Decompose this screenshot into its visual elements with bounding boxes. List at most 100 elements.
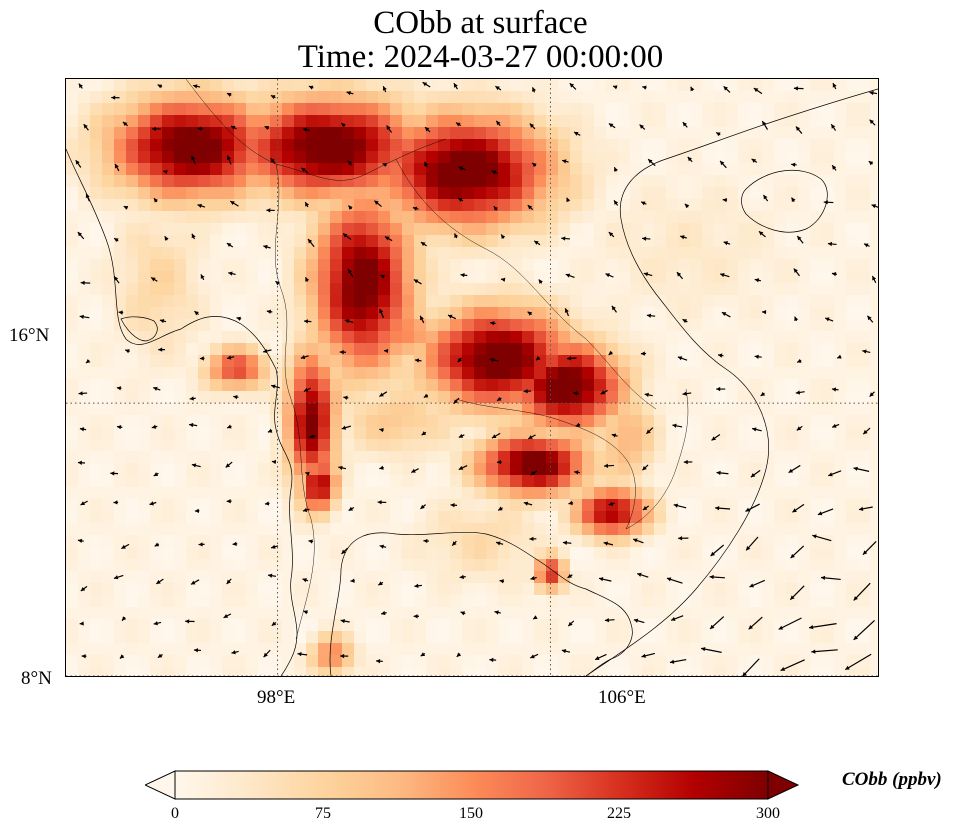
field-cell: [810, 499, 823, 512]
field-cell: [642, 391, 655, 404]
field-cell: [270, 631, 283, 644]
field-cell: [702, 91, 715, 104]
field-cell: [702, 283, 715, 296]
field-cell: [702, 415, 715, 428]
wind-vector: [869, 391, 875, 398]
field-cell: [162, 535, 175, 548]
field-cell: [318, 367, 331, 380]
field-cell: [138, 643, 151, 656]
field-cell: [318, 391, 331, 404]
field-cell: [318, 499, 331, 512]
field-cell: [822, 79, 835, 92]
field-cell: [594, 199, 607, 212]
field-cell: [114, 79, 127, 92]
field-cell: [774, 535, 787, 548]
field-cell: [486, 547, 499, 560]
field-cell: [138, 607, 151, 620]
field-cell: [678, 403, 691, 416]
field-cell: [798, 91, 811, 104]
field-cell: [798, 271, 811, 284]
field-cell: [330, 427, 343, 440]
field-cell: [522, 283, 535, 296]
field-cell: [498, 355, 511, 368]
field-cell: [318, 271, 331, 284]
field-cell: [102, 559, 115, 572]
wind-vector: [687, 156, 693, 163]
field-cell: [258, 283, 271, 296]
field-cell: [486, 631, 499, 644]
field-cell: [102, 91, 115, 104]
field-cell: [78, 511, 91, 524]
field-cell: [186, 295, 199, 308]
field-cell: [174, 535, 187, 548]
field-cell: [546, 163, 559, 176]
field-cell: [534, 439, 547, 452]
field-cell: [414, 91, 427, 104]
coastline-layer: [66, 88, 878, 676]
field-cell: [870, 535, 878, 548]
field-cell: [510, 115, 523, 128]
field-cell: [102, 619, 115, 632]
field-cell: [210, 343, 223, 356]
field-cell: [162, 271, 175, 284]
wind-vector: [603, 463, 615, 468]
field-cell: [222, 619, 235, 632]
field-cell: [246, 391, 259, 404]
field-cell: [354, 559, 367, 572]
wind-vector: [81, 654, 87, 659]
field-cell: [174, 115, 187, 128]
field-cell: [342, 439, 355, 452]
field-cell: [762, 499, 775, 512]
field-cell: [258, 139, 271, 152]
field-cell: [486, 247, 499, 260]
field-cell: [258, 631, 271, 644]
field-cell: [234, 175, 247, 188]
field-cell: [330, 139, 343, 152]
field-cell: [66, 499, 79, 512]
field-cell: [246, 535, 259, 548]
field-cell: [534, 211, 547, 224]
field-cell: [438, 547, 451, 560]
field-cell: [630, 283, 643, 296]
field-cell: [582, 379, 595, 392]
field-cell: [162, 463, 175, 476]
wind-vector: [297, 652, 308, 657]
field-cell: [606, 415, 619, 428]
field-cell: [318, 139, 331, 152]
field-cell: [546, 439, 559, 452]
field-cell: [498, 547, 511, 560]
field-cell: [318, 127, 331, 140]
field-cell: [750, 139, 763, 152]
wind-vector: [531, 162, 537, 168]
field-cell: [390, 175, 403, 188]
field-cell: [546, 235, 559, 248]
field-cell: [774, 151, 787, 164]
wind-vector: [796, 358, 802, 363]
field-cell: [66, 487, 79, 500]
field-cell: [426, 163, 439, 176]
field-cell: [138, 187, 151, 200]
field-cell: [90, 103, 103, 116]
field-cell: [570, 643, 583, 656]
field-cell: [642, 643, 655, 656]
field-cell: [150, 523, 163, 536]
field-cell: [462, 391, 475, 404]
field-cell: [702, 295, 715, 308]
field-cell: [510, 355, 523, 368]
field-cell: [678, 379, 691, 392]
field-cell: [318, 535, 331, 548]
field-cell: [114, 199, 127, 212]
field-cell: [378, 379, 391, 392]
field-cell: [594, 151, 607, 164]
field-cell: [534, 655, 547, 668]
field-cell: [546, 91, 559, 104]
field-cell: [90, 247, 103, 260]
field-cell: [66, 151, 79, 164]
field-cell: [750, 163, 763, 176]
wind-vector: [796, 425, 803, 431]
field-cell: [414, 535, 427, 548]
field-cell: [210, 547, 223, 560]
field-cell: [246, 295, 259, 308]
field-cell: [366, 403, 379, 416]
field-cell: [174, 391, 187, 404]
